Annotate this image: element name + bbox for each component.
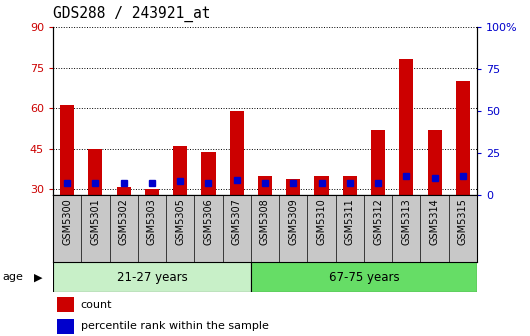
Bar [57,297,74,312]
Bar [57,319,74,334]
Text: 21-27 years: 21-27 years [117,271,187,284]
Bar [456,81,470,195]
Bar [145,190,159,195]
Text: age: age [3,272,23,282]
Bar [60,106,74,195]
Text: count: count [81,300,112,309]
Text: GSM5305: GSM5305 [175,198,185,245]
Bar [117,187,131,195]
Bar [399,59,413,195]
Bar [251,262,477,292]
Text: GSM5308: GSM5308 [260,198,270,245]
Bar [229,111,244,195]
Text: GSM5307: GSM5307 [232,198,242,245]
Text: GSM5312: GSM5312 [373,198,383,245]
Bar [286,179,301,195]
Bar [89,149,102,195]
Text: GSM5313: GSM5313 [401,198,411,245]
Text: 67-75 years: 67-75 years [329,271,399,284]
Text: GSM5300: GSM5300 [62,198,72,245]
Bar [371,130,385,195]
Text: GSM5311: GSM5311 [345,198,355,245]
Bar [201,152,216,195]
Bar [343,176,357,195]
Text: GSM5310: GSM5310 [316,198,326,245]
Text: GSM5314: GSM5314 [430,198,439,245]
Bar [428,130,441,195]
Text: GSM5315: GSM5315 [458,198,468,245]
Text: GSM5303: GSM5303 [147,198,157,245]
Text: ▶: ▶ [34,272,43,282]
Text: GSM5302: GSM5302 [119,198,129,245]
Bar [258,176,272,195]
Text: percentile rank within the sample: percentile rank within the sample [81,322,268,331]
Text: GSM5309: GSM5309 [288,198,298,245]
Text: GSM5301: GSM5301 [91,198,100,245]
Text: GDS288 / 243921_at: GDS288 / 243921_at [53,6,210,22]
Bar [173,146,187,195]
Text: GSM5306: GSM5306 [204,198,214,245]
Bar [314,176,329,195]
Bar [53,262,251,292]
